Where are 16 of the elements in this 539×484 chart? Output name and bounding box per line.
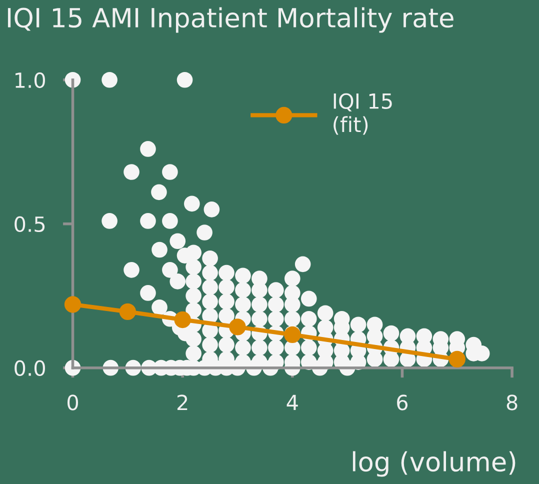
chart-title: IQI 15 AMI Inpatient Mortality rate bbox=[8, 7, 454, 33]
y-tick-label: 1.0 bbox=[16, 72, 45, 88]
y-tick-label: 0.0 bbox=[14, 360, 45, 376]
point bbox=[448, 350, 466, 368]
point bbox=[64, 296, 82, 313]
point bbox=[174, 311, 191, 328]
x-tick-label: 4 bbox=[286, 394, 298, 410]
x-tick-label: 8 bbox=[506, 394, 518, 410]
x-tick-label: 6 bbox=[397, 394, 408, 410]
legend-label: IQI 15 (fit) bbox=[334, 93, 392, 135]
x-axis-title: log (volume) bbox=[352, 451, 516, 477]
point bbox=[119, 303, 136, 320]
y-tick-label: 0.5 bbox=[14, 216, 45, 232]
x-tick-label: 0 bbox=[68, 394, 78, 410]
x-tick-label: 2 bbox=[177, 394, 188, 410]
point bbox=[229, 318, 246, 336]
